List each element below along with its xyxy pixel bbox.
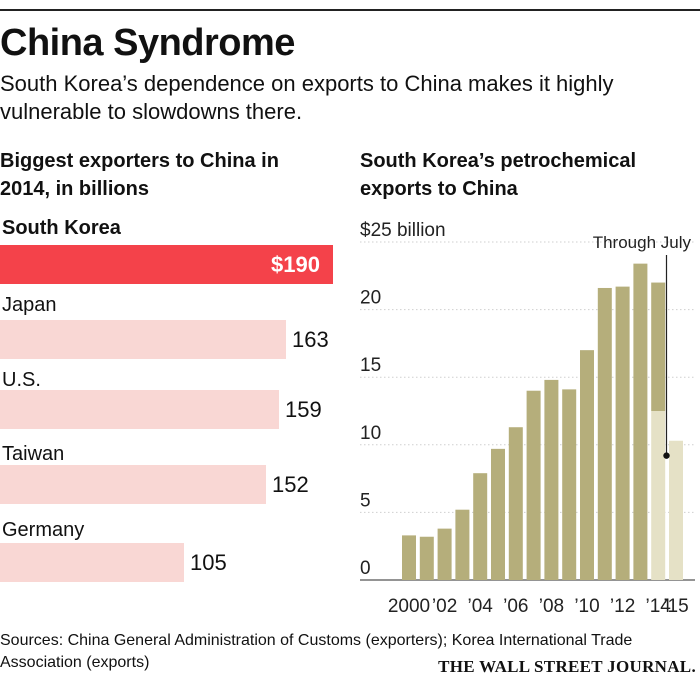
column-2013 [633, 263, 648, 580]
y-tick-label: 15 [360, 355, 381, 376]
y-tick-label: 20 [360, 288, 381, 309]
y-tick-label: $25 billion [360, 220, 446, 241]
column-2010 [580, 350, 594, 580]
wsj-logo: THE WALL STREET JOURNAL. [438, 657, 696, 676]
column-2008 [544, 379, 559, 580]
export-bar [0, 390, 279, 429]
x-tick-label: ’15 [663, 596, 688, 617]
annotation-dot [663, 452, 670, 459]
x-tick-label: ’14 [646, 596, 672, 617]
export-value-label: 105 [190, 550, 227, 575]
export-value-label: 163 [292, 327, 329, 352]
x-tick-label: 2000 [388, 596, 430, 617]
exporters-chart-title: Biggest exporters to China in 2014, in b… [0, 150, 279, 200]
through-july-annotation: Through July [593, 233, 692, 252]
top-rule [0, 9, 700, 11]
y-tick-label: 10 [360, 423, 381, 444]
column-2014-through-july [651, 411, 666, 580]
y-tick-label: 5 [360, 490, 371, 511]
export-bar [0, 465, 266, 504]
column-2012 [615, 286, 630, 580]
petrochemical-chart-title: South Korea’s petrochemical exports to C… [360, 150, 636, 200]
page-title: China Syndrome [0, 22, 295, 64]
petrochemical-column-chart: 0 5 10 15 20 $25 billion 2000’02 ’04 ’06 ’08 ’10 ’1… [360, 220, 695, 617]
column-2001 [419, 536, 434, 580]
column-2009 [562, 389, 577, 580]
subtitle: South Korea’s dependence on exports to C… [0, 71, 614, 124]
x-tick-label: ’06 [503, 596, 528, 617]
export-value-label: 159 [285, 397, 322, 422]
country-label-germany: Germany [2, 519, 85, 541]
x-tick-label: ’12 [610, 596, 635, 617]
export-bar [0, 320, 286, 359]
column-2002 [437, 528, 452, 580]
export-value-label: 152 [272, 472, 309, 497]
column-2014-full-year [651, 282, 666, 411]
sources-note: Sources: China General Administration of… [0, 632, 633, 671]
country-label-south-korea: South Korea [2, 217, 121, 239]
x-tick-label: ’04 [468, 596, 494, 617]
column-2006 [508, 427, 523, 580]
y-tick-label: 0 [360, 558, 371, 579]
x-tick-label: ’10 [574, 596, 599, 617]
country-label-japan: Japan [2, 294, 57, 316]
column-2003 [455, 509, 470, 580]
export-bar [0, 245, 333, 284]
column-2011 [597, 287, 612, 580]
column-2000 [402, 535, 416, 580]
export-value-label: $190 [271, 252, 320, 277]
export-bar [0, 543, 184, 582]
column-2015-partial [669, 440, 683, 580]
column-2004 [473, 473, 488, 580]
country-label-u-s: U.S. [2, 369, 41, 391]
column-2007 [526, 390, 541, 580]
x-tick-label: ’02 [432, 596, 457, 617]
column-2005 [491, 448, 505, 580]
x-tick-label: ’08 [539, 596, 564, 617]
country-label-taiwan: Taiwan [2, 443, 65, 465]
